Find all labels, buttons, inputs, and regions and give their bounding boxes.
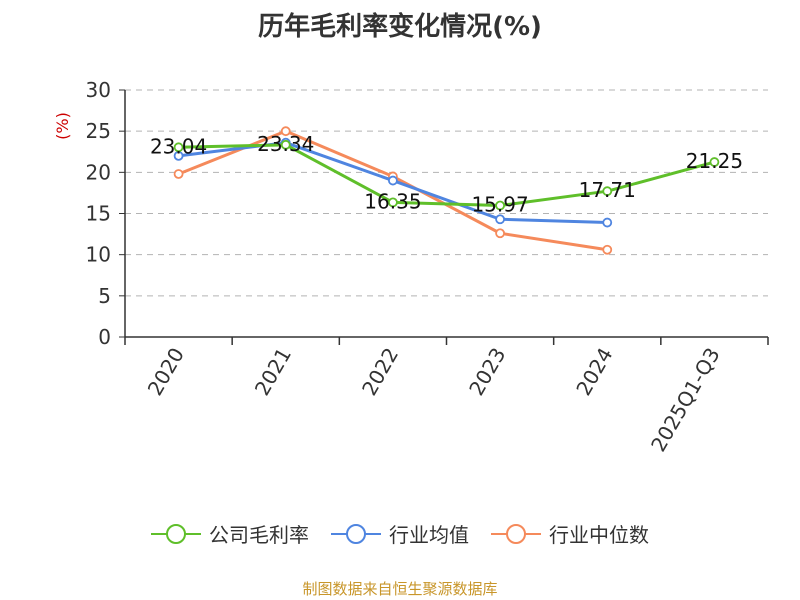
legend-swatch-industry-median [491,523,541,544]
y-axis-label: (%) [53,112,72,140]
x-tick-label: 2024 [571,344,617,400]
data-point-industry-median[interactable] [280,126,291,137]
data-labels: 23.04 23.34 16.35 15.97 17.71 21.25 [150,132,743,217]
y-tick-label: 30 [86,78,111,102]
data-label-company: 21.25 [686,149,743,173]
legend-label-industry-avg: 行业均值 [389,523,469,547]
data-point-company[interactable] [602,186,613,197]
data-label-company: 17.71 [579,178,636,202]
legend-item-industry-avg[interactable]: 行业均值 [331,519,469,548]
y-tick-label: 0 [98,325,111,349]
data-label-company: 23.04 [150,134,207,158]
legend-swatch-industry-avg [331,523,381,544]
data-point-industry-avg[interactable] [602,217,613,228]
data-point-company[interactable] [173,142,184,153]
data-point-company[interactable] [388,197,398,208]
grid-lines [125,89,768,297]
y-tick-label: 15 [86,202,111,226]
legend-swatch-company [151,523,201,544]
x-tick-label: 2025Q1-Q3 [646,344,725,456]
legend: 公司毛利率 行业均值 行业中位数 [0,519,800,548]
data-point-company[interactable] [495,200,505,211]
legend-item-company[interactable]: 公司毛利率 [151,519,309,548]
data-point-industry-avg[interactable] [495,214,505,225]
legend-item-industry-median[interactable]: 行业中位数 [491,519,649,548]
y-tick-label: 5 [98,284,111,308]
data-label-company: 23.34 [257,132,314,156]
legend-marker-industry-avg [346,523,366,544]
legend-marker-company [166,523,186,544]
y-tick-label: 20 [86,160,111,184]
data-point-industry-median[interactable] [602,244,613,255]
data-point-industry-avg[interactable] [388,175,398,186]
data-label-company: 15.97 [471,193,528,217]
x-tick-label: 2021 [250,344,296,400]
data-point-company[interactable] [280,139,291,150]
y-tick-label: 10 [86,243,111,267]
series-line-company [177,143,716,208]
x-tick-label: 2023 [464,344,510,400]
source-note: 制图数据来自恒生聚源数据库 [302,580,498,598]
x-tick-label: 2022 [357,344,403,400]
legend-marker-industry-median [506,523,526,544]
series-lines [173,126,720,255]
data-point-industry-median[interactable] [495,228,505,239]
legend-label-industry-median: 行业中位数 [549,523,649,547]
y-tick-label: 25 [86,119,111,143]
chart-title: 历年毛利率变化情况(%) [258,12,542,42]
legend-label-company: 公司毛利率 [209,523,309,547]
x-tick-label: 2020 [143,344,189,400]
data-label-company: 16.35 [364,189,421,213]
data-point-company[interactable] [709,157,720,167]
data-point-industry-median[interactable] [173,169,184,179]
